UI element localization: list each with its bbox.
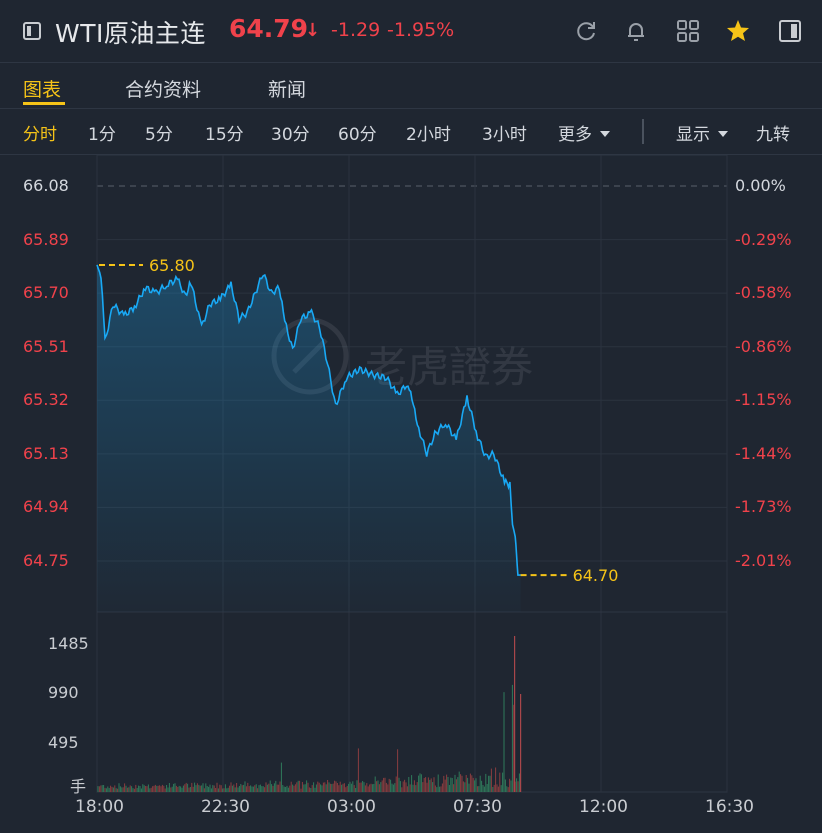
period-5min[interactable]: 5分 [145,125,173,145]
y-tick-right: -0.58% [735,283,792,303]
period-30min[interactable]: 30分 [271,125,310,145]
y-tick-right: -1.44% [735,443,792,463]
x-tick: 18:00 [75,797,124,817]
y-tick-left: 65.13 [23,443,69,463]
refresh-icon[interactable] [573,18,599,44]
down-arrow-icon: ↓ [305,20,321,41]
y-tick-right: -1.15% [735,390,792,410]
nine-turn-button[interactable]: 九转 [756,125,790,145]
low-label: 64.70 [573,566,619,585]
x-tick: 22:30 [201,797,250,817]
last-price: 64.79 [229,14,309,43]
watermark-text: 老虎證券 [365,343,533,392]
x-tick: 03:00 [327,797,376,817]
period-2h[interactable]: 2小时 [406,125,451,145]
y-tick-left: 65.32 [23,390,69,410]
x-tick: 12:00 [579,797,628,817]
volume-tick: 1485 [48,633,89,653]
volume-bars [97,636,522,792]
period-intraday[interactable]: 分时 [23,125,57,145]
y-tick-right: -0.29% [735,229,792,249]
period-60min[interactable]: 60分 [338,125,377,145]
x-tick: 07:30 [453,797,502,817]
price-line [96,264,521,576]
y-tick-right: -0.86% [735,336,792,356]
tab-bar: 图表 合约资料 新闻 [0,62,822,109]
tab-contract-info[interactable]: 合约资料 [125,79,202,101]
grid-icon[interactable] [675,18,701,44]
tab-chart[interactable]: 图表 [23,79,62,101]
header-bar: WTI原油主连 64.79 ↓ -1.29 -1.95% [0,0,822,62]
display-dropdown[interactable]: 显示 [676,120,728,145]
price-area [97,264,521,612]
toolbar-divider [642,119,644,144]
y-tick-right: -1.73% [735,497,792,517]
y-tick-left: 65.51 [23,336,69,356]
volume-tick: 990 [48,683,79,702]
period-1min[interactable]: 1分 [88,125,116,145]
display-label: 显示 [676,125,710,145]
chevron-down-icon [718,131,728,137]
y-tick-left: 65.89 [23,229,69,249]
volume-unit: 手 [70,777,87,796]
y-tick-right: -2.01% [735,551,792,570]
sidebar-toggle-icon[interactable] [23,22,41,40]
instrument-title: WTI原油主连 [55,19,206,48]
chevron-down-icon [600,131,610,137]
y-tick-right: 0.00% [735,176,786,195]
period-15min[interactable]: 15分 [205,125,244,145]
volume-tick: 495 [48,732,79,752]
active-tab-indicator [23,102,65,105]
y-tick-left: 66.08 [23,176,69,195]
y-tick-left: 65.70 [23,283,69,303]
y-tick-left: 64.75 [23,551,69,570]
more-label: 更多 [558,125,592,145]
high-label: 65.80 [149,256,195,275]
y-tick-left: 64.94 [23,497,69,517]
bell-icon[interactable] [623,18,649,44]
star-icon[interactable] [725,18,751,44]
panel-toggle-icon[interactable] [777,18,803,44]
tab-news[interactable]: 新闻 [268,79,307,101]
x-tick: 16:30 [705,797,754,817]
price-change: -1.29 [331,19,381,41]
period-3h[interactable]: 3小时 [482,125,527,145]
more-dropdown[interactable]: 更多 [558,120,610,145]
price-change-pct: -1.95% [387,19,455,41]
